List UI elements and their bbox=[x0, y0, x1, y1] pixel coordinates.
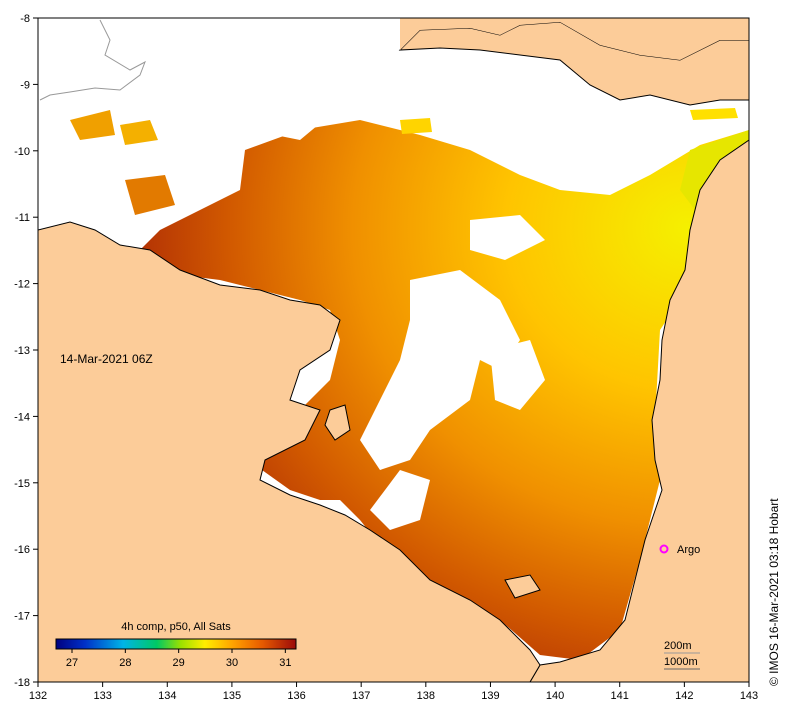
x-tick-label: 143 bbox=[740, 690, 758, 702]
colorbar-gradient bbox=[55, 638, 297, 650]
x-tick-label: 137 bbox=[352, 690, 370, 702]
x-tick-label: 134 bbox=[158, 690, 176, 702]
x-tick-label: 135 bbox=[223, 690, 241, 702]
isobath-legend: 200m 1000m bbox=[664, 640, 700, 670]
colorbar-tick-label: 28 bbox=[119, 657, 131, 669]
argo-marker: Argo bbox=[659, 544, 700, 556]
colorbar-tick-label: 31 bbox=[279, 657, 291, 669]
sst-field bbox=[40, 100, 749, 660]
x-tick-label: 139 bbox=[481, 690, 499, 702]
y-tick-label: -18 bbox=[14, 677, 30, 689]
colorbar-tick-label: 30 bbox=[226, 657, 238, 669]
isobath-1000m-label: 1000m bbox=[664, 656, 698, 668]
cape-york-land bbox=[529, 139, 749, 682]
x-tick-label: 141 bbox=[611, 690, 629, 702]
argo-float-icon bbox=[659, 544, 669, 554]
x-axis: 132 133 134 135 136 137 138 139 140 141 142 143 bbox=[29, 682, 758, 702]
y-tick-label: -13 bbox=[14, 345, 30, 357]
credit-label: © IMOS 16-Mar-2021 03:18 Hobart bbox=[767, 498, 781, 686]
colorbar-tick-label: 27 bbox=[66, 657, 78, 669]
x-tick-label: 140 bbox=[546, 690, 564, 702]
x-tick-label: 136 bbox=[287, 690, 305, 702]
y-tick-label: -16 bbox=[14, 544, 30, 556]
y-tick-label: -10 bbox=[14, 146, 30, 158]
colorbar-tick-label: 29 bbox=[173, 657, 185, 669]
x-tick-label: 132 bbox=[29, 690, 47, 702]
y-tick-label: -14 bbox=[14, 411, 30, 423]
x-tick-label: 138 bbox=[417, 690, 435, 702]
y-tick-label: -11 bbox=[15, 212, 30, 224]
top-left-islands bbox=[39, 19, 146, 101]
y-tick-label: -9 bbox=[20, 79, 30, 91]
mornington-island bbox=[504, 574, 541, 599]
y-tick-label: -8 bbox=[20, 13, 30, 25]
groote-eylandt bbox=[324, 404, 351, 441]
y-axis: -8 -9 -10 -11 -12 -13 -14 -15 -16 -17 -18 bbox=[14, 13, 38, 689]
timestamp-label: 14-Mar-2021 06Z bbox=[60, 352, 153, 366]
isobath-200m-label: 200m bbox=[664, 640, 692, 652]
x-tick-label: 133 bbox=[93, 690, 111, 702]
x-tick-label: 142 bbox=[675, 690, 693, 702]
northern-territory-land bbox=[38, 221, 541, 682]
colorbar-title: 4h comp, p50, All Sats bbox=[121, 621, 231, 633]
new-guinea-land-north bbox=[400, 18, 749, 60]
argo-label: Argo bbox=[677, 544, 700, 556]
colorbar: 4h comp, p50, All Sats 27 28 29 30 31 bbox=[55, 621, 297, 669]
y-tick-label: -12 bbox=[14, 279, 30, 291]
y-tick-label: -15 bbox=[14, 478, 30, 490]
y-tick-label: -17 bbox=[14, 611, 30, 623]
